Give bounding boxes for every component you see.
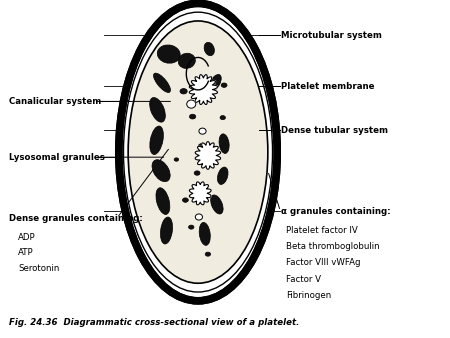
Ellipse shape bbox=[221, 83, 227, 88]
Ellipse shape bbox=[150, 126, 163, 154]
Text: Fibrinogen: Fibrinogen bbox=[286, 291, 331, 300]
Text: Canalicular system: Canalicular system bbox=[9, 97, 101, 106]
Ellipse shape bbox=[152, 160, 170, 182]
Polygon shape bbox=[189, 75, 217, 104]
Ellipse shape bbox=[220, 116, 225, 120]
Ellipse shape bbox=[128, 21, 268, 283]
Polygon shape bbox=[195, 142, 220, 169]
Ellipse shape bbox=[153, 73, 171, 93]
Ellipse shape bbox=[195, 214, 203, 220]
Ellipse shape bbox=[187, 100, 196, 108]
Text: Factor V: Factor V bbox=[286, 275, 321, 284]
Text: Factor VIII vWFAg: Factor VIII vWFAg bbox=[286, 259, 360, 267]
Ellipse shape bbox=[198, 144, 205, 148]
Ellipse shape bbox=[211, 195, 223, 214]
Text: Fig. 24.36  Diagrammatic cross-sectional view of a platelet.: Fig. 24.36 Diagrammatic cross-sectional … bbox=[9, 318, 299, 327]
Text: Platelet factor IV: Platelet factor IV bbox=[286, 226, 357, 235]
Ellipse shape bbox=[217, 167, 228, 185]
Text: Platelet membrane: Platelet membrane bbox=[281, 82, 375, 91]
Ellipse shape bbox=[158, 45, 180, 63]
Ellipse shape bbox=[199, 222, 210, 245]
Ellipse shape bbox=[204, 42, 214, 56]
Text: ATP: ATP bbox=[18, 248, 34, 257]
Ellipse shape bbox=[150, 98, 165, 122]
Ellipse shape bbox=[199, 128, 206, 134]
Ellipse shape bbox=[205, 252, 211, 256]
Text: Beta thromboglobulin: Beta thromboglobulin bbox=[286, 242, 379, 251]
Ellipse shape bbox=[209, 74, 221, 91]
Ellipse shape bbox=[174, 158, 179, 161]
Text: Serotonin: Serotonin bbox=[18, 264, 59, 273]
Ellipse shape bbox=[119, 3, 277, 301]
Ellipse shape bbox=[189, 225, 194, 229]
Ellipse shape bbox=[182, 198, 188, 202]
Text: Lysosomal granules: Lysosomal granules bbox=[9, 153, 105, 162]
Text: ADP: ADP bbox=[18, 233, 36, 242]
Ellipse shape bbox=[194, 171, 200, 175]
Ellipse shape bbox=[189, 114, 196, 119]
Ellipse shape bbox=[161, 217, 172, 244]
Polygon shape bbox=[189, 182, 211, 205]
Ellipse shape bbox=[180, 89, 187, 94]
Text: Dense tubular system: Dense tubular system bbox=[281, 126, 388, 135]
Ellipse shape bbox=[219, 134, 229, 153]
Text: α granules containing:: α granules containing: bbox=[281, 207, 391, 216]
Ellipse shape bbox=[123, 12, 273, 292]
Ellipse shape bbox=[201, 187, 208, 193]
Ellipse shape bbox=[207, 147, 214, 152]
Text: Microtubular system: Microtubular system bbox=[281, 31, 382, 40]
Text: Dense granules containing:: Dense granules containing: bbox=[9, 214, 143, 222]
Ellipse shape bbox=[178, 53, 195, 68]
Ellipse shape bbox=[156, 188, 170, 214]
